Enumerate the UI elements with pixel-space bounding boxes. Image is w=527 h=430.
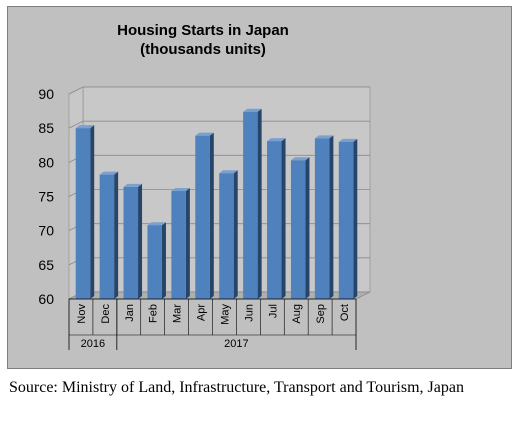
bar [171,188,190,299]
bar [290,157,310,299]
x-tick-label: Oct [339,304,351,321]
bar-front [243,111,258,300]
bar [219,170,238,299]
bar [243,108,262,300]
bar-top [314,135,334,139]
year-group-label: 2017 [224,338,248,350]
plot-area: 60 65 70 75 80 85 90 Nov Dec Jan Feb Mar Apr May Jun Ju… [38,86,371,350]
bar [99,171,119,299]
x-tick-label: Sep [315,304,327,324]
y-tick-label: 80 [38,154,54,170]
bar-top [99,171,119,175]
bar [267,138,286,299]
bar-front [99,174,115,299]
year-group-label: 2016 [81,338,105,350]
bar-side [185,188,190,299]
bar-side [209,132,214,299]
bar-front [171,191,186,299]
bar-top [338,138,358,142]
y-tick-label: 70 [38,223,54,239]
bar-side [281,138,286,299]
bar [123,183,143,299]
x-tick-label: Apr [196,304,208,321]
bar-side [233,170,238,299]
x-tick-label: Dec [100,304,112,324]
bar [195,132,214,299]
chart-panel: Housing Starts in Japan (thousands units… [7,6,512,369]
y-tick-label: 65 [38,257,54,273]
chart-title-line-2: (thousands units) [140,41,266,58]
bar-side [329,135,334,299]
bar-top [195,132,214,136]
chart-title-line-1: Housing Starts in Japan [117,22,289,39]
bar-top [171,188,190,192]
bar-top [123,183,143,187]
x-tick-label: Aug [291,304,303,324]
bar-side [257,108,262,300]
bar-side [138,183,143,299]
housing-starts-chart: Housing Starts in Japan (thousands units… [7,6,512,369]
x-tick-label: Mar [172,304,184,323]
bar-side [161,222,166,299]
bar-front [195,135,210,299]
bar-front [219,173,234,299]
source-note: Source: Ministry of Land, Infrastructure… [9,379,464,396]
bar [314,135,334,299]
bar-front [123,186,139,299]
bar [147,222,166,299]
bar [338,138,358,299]
x-tick-label: Feb [148,304,160,323]
bar-side [305,157,310,299]
y-tick-label: 75 [38,189,54,205]
bar [75,125,95,300]
bar-front [290,160,306,299]
y-tick-label: 60 [38,291,54,307]
x-tick-label: Nov [76,304,88,324]
bar-front [267,141,282,299]
bar-side [90,125,95,300]
bar-top [267,138,286,142]
y-tick-label: 90 [38,86,54,102]
x-tick-label: Jun [243,304,255,322]
bar-top [290,157,310,161]
x-tick-label: Jan [124,304,136,322]
bar-front [338,141,354,299]
bar-front [75,128,91,299]
x-tick-label: May [219,304,231,325]
bar-top [147,222,166,226]
bar-front [147,225,162,299]
x-tick-label: Jul [267,304,279,318]
bar-top [219,170,238,174]
gridline [68,120,370,129]
bar-side [353,138,358,299]
bar-front [314,138,330,299]
bar-side [114,171,119,299]
gridline [68,86,370,95]
y-tick-label: 85 [38,120,54,136]
bar-top [75,125,95,129]
bar-top [243,108,262,112]
